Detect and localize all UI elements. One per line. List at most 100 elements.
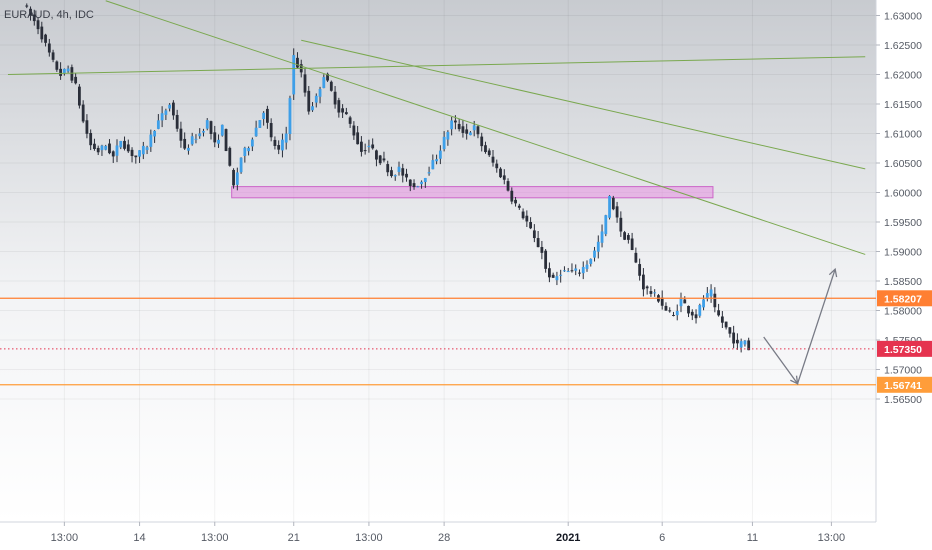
candle-down [348,117,352,124]
candle-up [104,145,108,150]
candle-up [314,95,318,103]
candle-down [491,156,495,163]
candle-down [382,158,386,161]
candle-down [642,274,645,290]
candle-down [619,217,623,232]
candle-down [532,230,536,239]
price-tick-label: 1.62000 [884,70,922,82]
candle-down [172,102,175,116]
candle-down [672,314,675,316]
time-tick-label: 13:00 [355,532,383,544]
candle-up [250,139,254,147]
level-label-box [877,290,932,307]
candle-up [62,68,66,74]
level-label: 1.57350 [884,344,922,356]
candle-down [40,26,44,40]
candle-up [397,166,401,172]
candle-down [108,143,111,154]
candle-down [89,133,93,146]
candle-down [85,120,89,134]
candle-down [536,238,540,248]
candle-up [160,113,164,121]
candle-up [600,231,604,243]
candle-up [446,131,450,140]
candle-up [423,177,427,183]
candle-down [649,291,653,294]
candle-down [96,147,100,153]
candle-down [228,147,232,166]
candle-down [732,332,736,344]
candle-up [593,250,596,258]
candle-up [442,136,446,150]
candle-down [548,268,551,278]
candle-down [476,126,480,135]
candle-down [363,150,367,152]
candle-up [198,133,202,137]
candle-down [687,305,690,314]
candle-up [581,266,585,274]
candle-down [578,272,581,274]
candle-up [115,145,119,156]
candle-up [566,271,570,273]
candle-down [480,136,484,147]
price-axis[interactable]: 1.63000 1.62500 1.62000 1.61500 1.61000 1.605… [876,11,932,407]
price-tick-label: 1.63000 [884,11,922,23]
candle-down [32,14,36,22]
candle-down [634,252,638,263]
candle-up [739,341,743,348]
candle-up [431,160,435,170]
candle-up [322,77,326,89]
candle-down [514,199,517,204]
candle-up [559,274,563,276]
price-tick-label: 1.61500 [884,99,922,111]
candle-down [44,34,47,43]
candle-down [126,144,130,152]
candle-down [495,163,499,169]
trend-line [7,56,866,75]
candle-up [367,145,371,148]
candle-down [341,108,344,113]
time-axis[interactable]: 13:00 14 13:00 21 13:00 28 2021 6 11 13:00 [51,522,846,544]
candle-up [194,138,198,140]
candle-down [307,90,311,112]
candle-down [273,139,277,146]
price-tick-label: 1.58500 [884,276,922,288]
candle-up [168,104,172,109]
candle-down [29,8,32,16]
candle-up [138,150,141,157]
candle-up [149,134,153,147]
candle-down [454,120,457,123]
candle-up [153,130,156,137]
candle-up [187,147,190,151]
candle-up [100,145,104,151]
candle-up [435,159,438,162]
candle-down [540,247,544,253]
level-label: 1.56741 [884,380,922,392]
candle-up [705,293,709,299]
candle-down [502,175,506,180]
candle-down [484,145,487,153]
candle-down [360,141,363,152]
candle-down [74,76,78,84]
candle-down [333,91,337,105]
level-label-box [877,340,932,357]
candle-down [55,61,59,70]
candle-up [604,215,608,235]
candle-down [690,311,694,316]
candle-up [247,147,250,152]
candle-up [653,292,657,294]
candle-up [239,157,243,173]
candle-up [66,68,70,72]
candle-down [70,67,74,81]
candle-up [164,110,168,115]
candle-up [292,55,296,95]
candle-down [179,128,183,141]
candle-down [269,123,273,138]
candle-down [36,20,40,30]
level-label: 1.58207 [884,293,922,305]
candle-up [190,136,194,145]
candle-down [668,310,672,312]
candle-up [563,270,566,272]
candle-down [517,205,521,208]
